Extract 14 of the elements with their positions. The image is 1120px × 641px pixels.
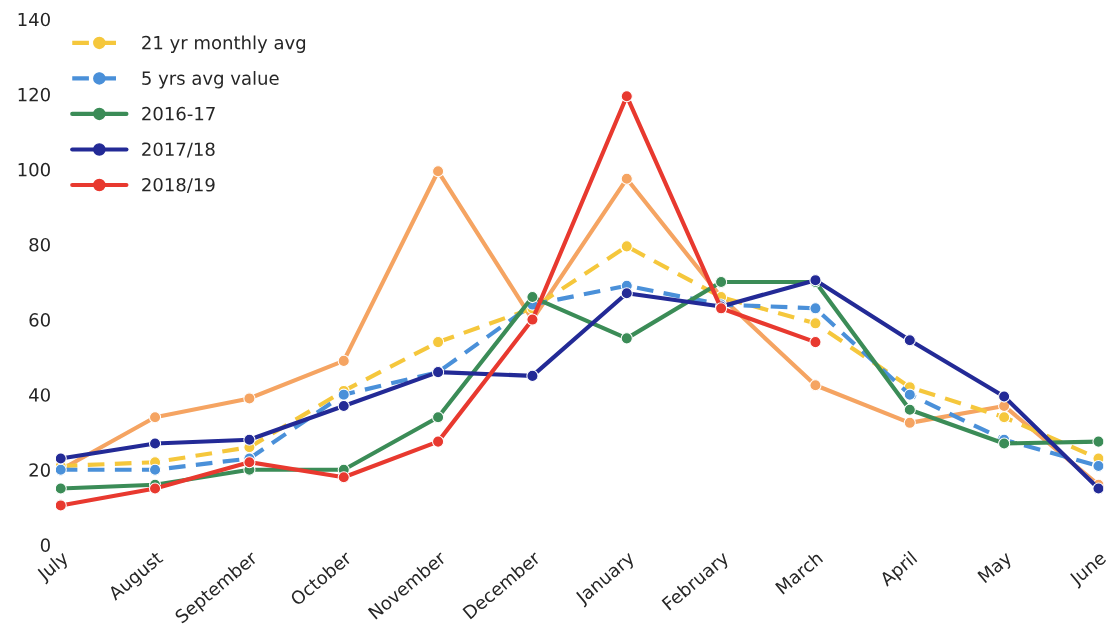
y-tick-label: 0 — [40, 538, 50, 552]
y-tick-label: 20 — [29, 463, 50, 477]
legend-label: 5 yrs avg value — [142, 71, 279, 89]
y-tick-label: 140 — [18, 12, 50, 27]
y-tick-label: 80 — [29, 237, 50, 252]
y-tick-label: 120 — [18, 87, 50, 102]
legend-label: 2017/18 — [142, 142, 215, 158]
legend-label: 2018/19 — [142, 177, 215, 193]
legend-label: 2016-17 — [142, 106, 215, 121]
y-tick-label: 100 — [18, 162, 50, 177]
y-tick-label: 40 — [29, 388, 50, 402]
legend-label: 21 yr monthly avg — [142, 35, 306, 53]
y-tick-label: 60 — [29, 313, 50, 327]
x-tick-label: May — [977, 550, 1015, 586]
